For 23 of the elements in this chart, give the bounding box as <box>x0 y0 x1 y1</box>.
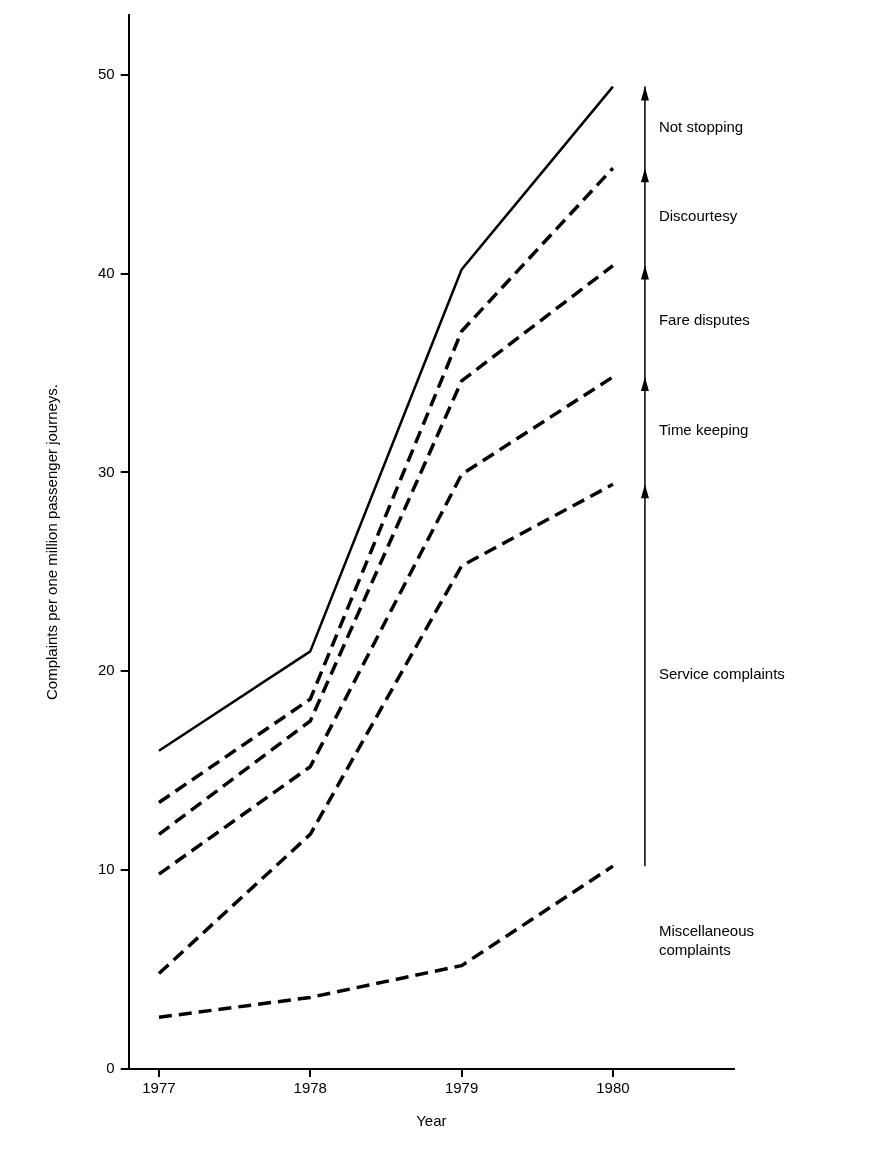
y-axis-title: Complaints per one million passenger journeys. <box>43 384 61 700</box>
annotation: Not stopping <box>658 117 744 135</box>
line-series <box>157 482 615 976</box>
y-tick-label: 40 <box>98 263 115 281</box>
x-tick-label: 1978 <box>293 1079 327 1097</box>
line-series <box>157 166 615 805</box>
x-tick-label: 1977 <box>142 1079 176 1097</box>
y-tick-label: 50 <box>98 64 115 82</box>
annotation: Miscellaneous complaints <box>658 921 754 958</box>
line-series <box>157 375 615 876</box>
annotation: Discourtesy <box>658 206 738 224</box>
line-series <box>157 263 615 837</box>
x-tick-label: 1979 <box>444 1079 479 1097</box>
y-tick-label: 10 <box>98 860 115 878</box>
x-tick-label: 1980 <box>596 1079 630 1097</box>
y-tick-label: 30 <box>98 462 115 480</box>
line-series <box>157 864 615 1020</box>
annotation: Time keeping <box>658 420 749 438</box>
y-tick-label: 0 <box>106 1059 115 1077</box>
y-tick-label: 20 <box>98 661 115 679</box>
annotation: Fare disputes <box>658 311 750 329</box>
x-axis-title: Year <box>416 1112 447 1130</box>
annotation: Service complaints <box>658 665 785 683</box>
